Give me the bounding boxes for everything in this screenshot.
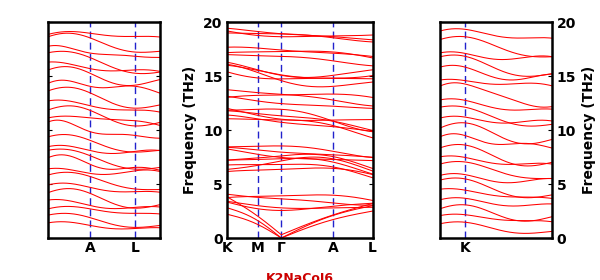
Y-axis label: Frequency (THz): Frequency (THz)	[184, 66, 197, 194]
Y-axis label: Frequency (THz): Frequency (THz)	[582, 66, 596, 194]
Text: K2NaCoI6: K2NaCoI6	[266, 272, 334, 280]
